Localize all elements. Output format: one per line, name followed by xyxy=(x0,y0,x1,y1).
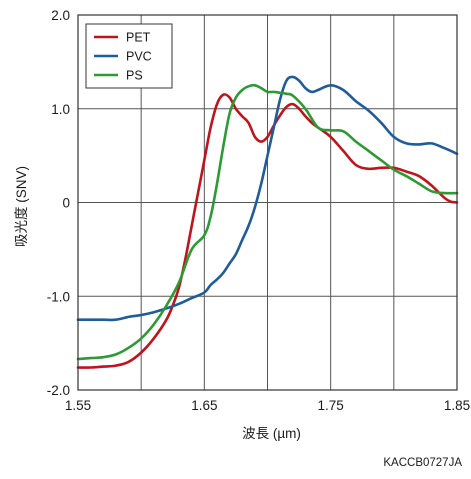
legend-label-pet: PET xyxy=(126,31,151,45)
y-tick-label: 2.0 xyxy=(51,8,70,23)
y-tick-label: -2.0 xyxy=(47,383,70,398)
x-tick-label: 1.85 xyxy=(444,398,470,413)
x-tick-label: 1.65 xyxy=(191,398,217,413)
legend: PET PVC PS xyxy=(85,23,173,89)
y-axis-title: 吸光度 (SNV) xyxy=(14,166,29,247)
x-axis-title: 波長 (µm) xyxy=(242,426,301,441)
y-tick-label: -1.0 xyxy=(47,289,70,304)
tick-layer: 1.55 1.65 1.75 1.85 -2.0 -1.0 0 1.0 2.0 xyxy=(47,8,470,413)
series-line-ps xyxy=(76,83,459,361)
legend-label-pvc: PVC xyxy=(126,50,152,64)
figure-code-label: KACCB0727JA xyxy=(383,457,462,469)
series-layer xyxy=(76,75,459,369)
series-line-pet xyxy=(76,93,459,369)
plot-frame xyxy=(77,14,458,391)
y-tick-label: 0 xyxy=(62,196,70,211)
legend-label-ps: PS xyxy=(126,69,143,83)
y-tick-label: 1.0 xyxy=(51,102,70,117)
x-tick-label: 1.55 xyxy=(65,398,91,413)
x-tick-label: 1.75 xyxy=(318,398,344,413)
grid-layer xyxy=(78,15,457,390)
series-line-pvc xyxy=(76,75,459,322)
